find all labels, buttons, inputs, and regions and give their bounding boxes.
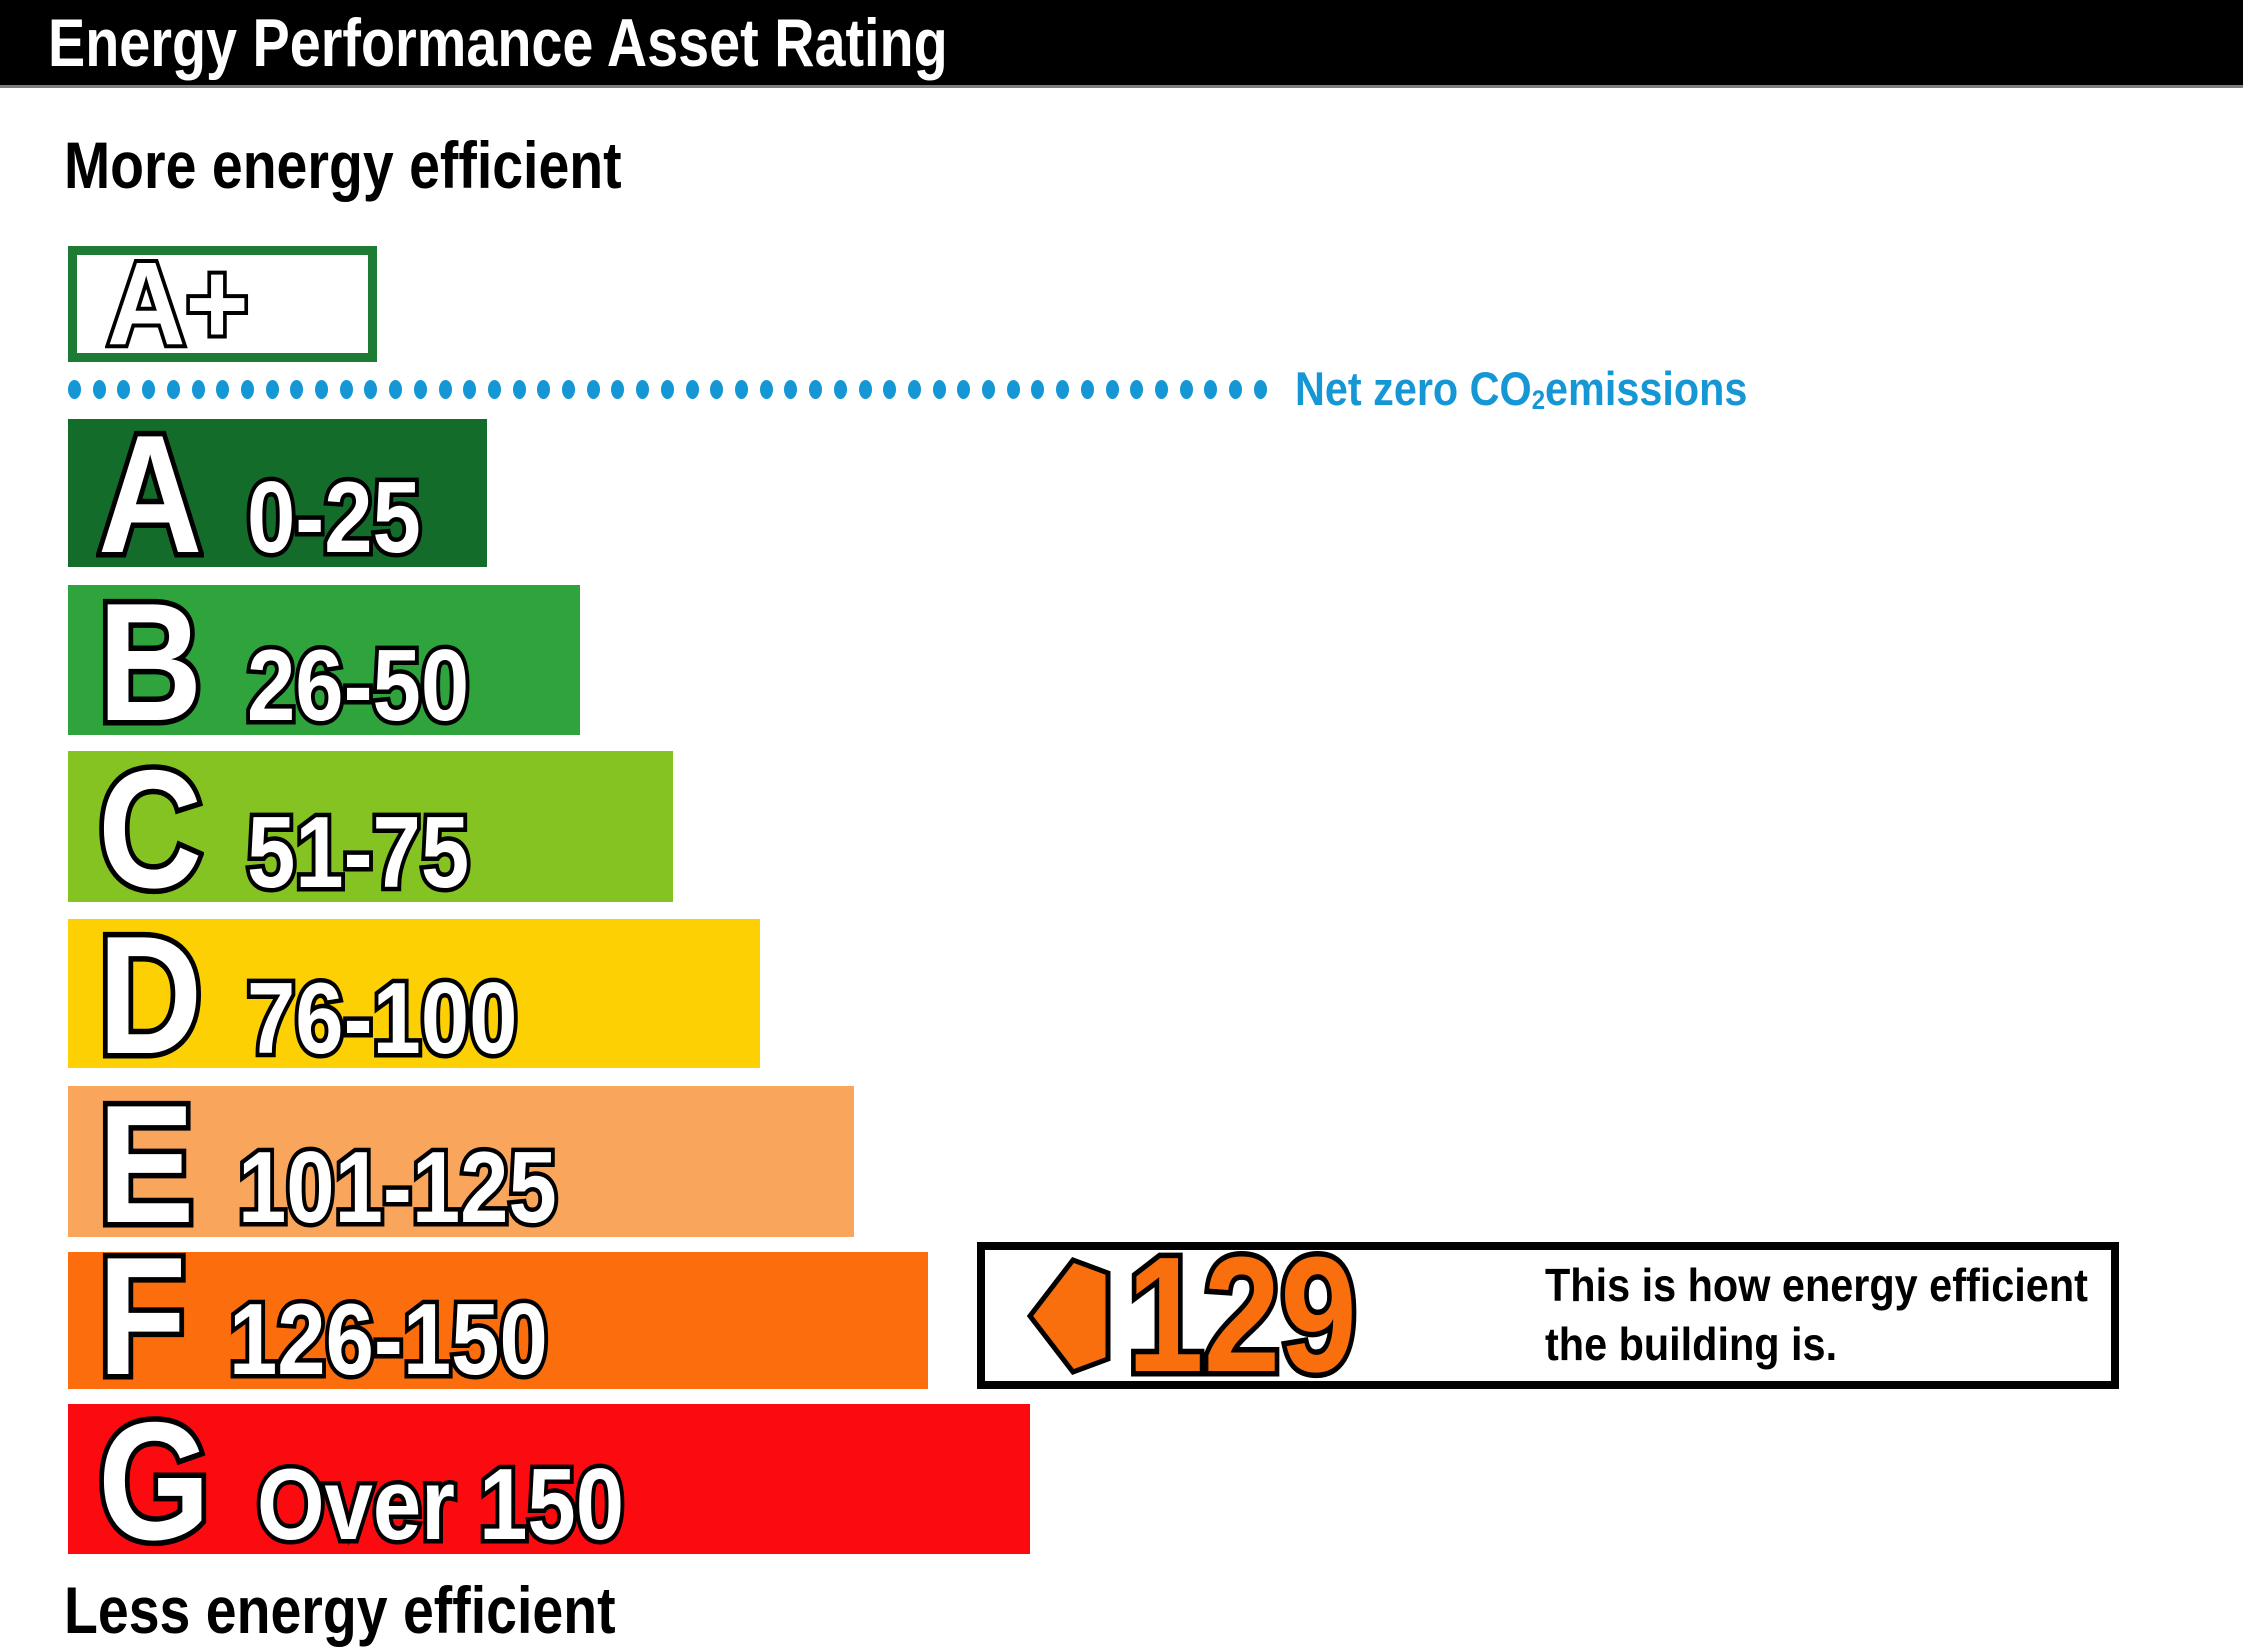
rating-description: This is how energy efficient the buildin… [1545, 1256, 2088, 1376]
net-zero-dot [883, 379, 897, 399]
band-range: 0-25 [247, 468, 421, 569]
net-zero-dot [1105, 379, 1119, 399]
net-zero-dot [957, 379, 971, 399]
net-zero-dot [438, 379, 452, 399]
net-zero-dot [660, 379, 674, 399]
net-zero-dot [191, 379, 205, 399]
net-zero-dot [1130, 379, 1144, 399]
net-zero-dot [339, 379, 353, 399]
net-zero-dot [586, 379, 600, 399]
net-zero-dot [562, 379, 576, 399]
band-letter: A [98, 411, 203, 579]
aplus-band-label: A+ [107, 245, 249, 363]
rating-bar-F: F 126-150 [68, 1233, 928, 1401]
net-zero-text-suffix: emissions [1545, 361, 1748, 415]
net-zero-subscript: 2 [1531, 384, 1546, 415]
net-zero-dot [315, 379, 329, 399]
net-zero-dot [92, 379, 106, 399]
rating-bar-D: D 76-100 [68, 912, 760, 1080]
net-zero-dot [907, 379, 921, 399]
net-zero-dot [1179, 379, 1193, 399]
net-zero-dot [1229, 379, 1243, 399]
band-range: 76-100 [247, 969, 517, 1070]
net-zero-dot [413, 379, 427, 399]
rating-bar-A: A 0-25 [68, 411, 487, 579]
net-zero-dot [216, 379, 230, 399]
less-efficient-label: Less energy efficient [64, 1573, 616, 1647]
band-letter: B [98, 579, 203, 747]
more-efficient-label: More energy efficient [64, 128, 622, 202]
net-zero-dot [537, 379, 551, 399]
band-range: 51-75 [247, 803, 469, 904]
net-zero-dot [833, 379, 847, 399]
rating-arrow-icon [1027, 1256, 1111, 1375]
net-zero-dot [1154, 379, 1168, 399]
rating-indicator-box: 129 This is how energy efficient the bui… [977, 1232, 2119, 1397]
net-zero-dot [982, 379, 996, 399]
net-zero-dot [636, 379, 650, 399]
band-range: 101-125 [238, 1138, 557, 1239]
band-range: 126-150 [229, 1290, 548, 1391]
net-zero-dot [487, 379, 501, 399]
net-zero-dot [1056, 379, 1070, 399]
net-zero-dot [932, 379, 946, 399]
aplus-band-box: A+ [68, 245, 377, 363]
net-zero-text-prefix: Net zero CO [1295, 361, 1532, 415]
net-zero-dot [1204, 379, 1218, 399]
page-title: Energy Performance Asset Rating [48, 4, 948, 81]
rating-bar-E: E 101-125 [68, 1081, 854, 1249]
net-zero-dot [166, 379, 180, 399]
net-zero-dot [68, 379, 81, 399]
net-zero-dot [611, 379, 625, 399]
rating-bar-C: C 51-75 [68, 746, 673, 914]
band-letter: G [98, 1398, 210, 1566]
net-zero-dot [1080, 379, 1094, 399]
net-zero-dot [1006, 379, 1020, 399]
rating-description-line1: This is how energy efficient [1545, 1258, 2088, 1311]
net-zero-dot [117, 379, 131, 399]
rating-value: 129 [1127, 1232, 1357, 1397]
net-zero-dot [759, 379, 773, 399]
net-zero-dot [858, 379, 872, 399]
net-zero-dot [784, 379, 798, 399]
band-letter: F [98, 1233, 186, 1401]
band-letter: C [98, 746, 203, 914]
band-letter: E [98, 1081, 194, 1249]
net-zero-dot [364, 379, 378, 399]
net-zero-dot [809, 379, 823, 399]
rating-bar-B: B 26-50 [68, 579, 580, 747]
net-zero-dotted-line [68, 379, 1267, 399]
net-zero-dot [734, 379, 748, 399]
rating-bar-G: G Over 150 [68, 1398, 1030, 1566]
net-zero-dot [290, 379, 304, 399]
band-letter: D [98, 912, 203, 1080]
net-zero-dot [142, 379, 156, 399]
net-zero-dot [265, 379, 279, 399]
net-zero-dot [389, 379, 403, 399]
net-zero-label: Net zero CO 2 emissions [1295, 358, 1747, 418]
header-bar: Energy Performance Asset Rating [0, 0, 2243, 88]
net-zero-dot [1253, 379, 1267, 399]
net-zero-dot [1031, 379, 1045, 399]
net-zero-dot [512, 379, 526, 399]
net-zero-dot [463, 379, 477, 399]
net-zero-dot [685, 379, 699, 399]
net-zero-dot [710, 379, 724, 399]
band-range: 26-50 [247, 636, 469, 737]
net-zero-dot [240, 379, 254, 399]
band-range: Over 150 [257, 1455, 624, 1556]
rating-description-line2: the building is. [1545, 1318, 1838, 1371]
